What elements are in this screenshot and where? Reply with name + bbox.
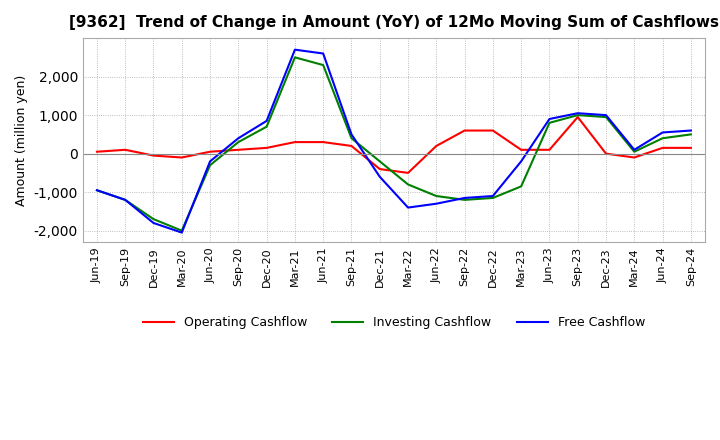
- Operating Cashflow: [93, 149, 102, 154]
- Free Cashflow: [460, 195, 469, 201]
- Free Cashflow: [234, 136, 243, 141]
- Free Cashflow: [658, 130, 667, 135]
- Operating Cashflow: [375, 166, 384, 172]
- Investing Cashflow: [687, 132, 696, 137]
- Investing Cashflow: [658, 136, 667, 141]
- Y-axis label: Amount (million yen): Amount (million yen): [15, 74, 28, 206]
- Operating Cashflow: [489, 128, 498, 133]
- Investing Cashflow: [630, 149, 639, 154]
- Investing Cashflow: [545, 120, 554, 125]
- Free Cashflow: [206, 159, 215, 164]
- Line: Operating Cashflow: Operating Cashflow: [97, 117, 691, 173]
- Investing Cashflow: [177, 228, 186, 233]
- Free Cashflow: [404, 205, 413, 210]
- Line: Investing Cashflow: Investing Cashflow: [97, 57, 691, 231]
- Free Cashflow: [177, 230, 186, 235]
- Free Cashflow: [517, 159, 526, 164]
- Title: [9362]  Trend of Change in Amount (YoY) of 12Mo Moving Sum of Cashflows: [9362] Trend of Change in Amount (YoY) o…: [69, 15, 719, 30]
- Operating Cashflow: [630, 155, 639, 160]
- Operating Cashflow: [687, 145, 696, 150]
- Investing Cashflow: [291, 55, 300, 60]
- Operating Cashflow: [658, 145, 667, 150]
- Investing Cashflow: [375, 159, 384, 164]
- Operating Cashflow: [234, 147, 243, 152]
- Operating Cashflow: [291, 139, 300, 145]
- Line: Free Cashflow: Free Cashflow: [97, 50, 691, 233]
- Investing Cashflow: [93, 187, 102, 193]
- Operating Cashflow: [460, 128, 469, 133]
- Operating Cashflow: [545, 147, 554, 152]
- Operating Cashflow: [573, 114, 582, 120]
- Operating Cashflow: [262, 145, 271, 150]
- Free Cashflow: [149, 220, 158, 226]
- Operating Cashflow: [602, 151, 611, 156]
- Investing Cashflow: [517, 184, 526, 189]
- Investing Cashflow: [347, 136, 356, 141]
- Operating Cashflow: [347, 143, 356, 149]
- Operating Cashflow: [177, 155, 186, 160]
- Operating Cashflow: [319, 139, 328, 145]
- Free Cashflow: [687, 128, 696, 133]
- Investing Cashflow: [262, 124, 271, 129]
- Operating Cashflow: [149, 153, 158, 158]
- Free Cashflow: [545, 116, 554, 121]
- Investing Cashflow: [432, 193, 441, 198]
- Operating Cashflow: [517, 147, 526, 152]
- Operating Cashflow: [404, 170, 413, 176]
- Investing Cashflow: [602, 114, 611, 120]
- Investing Cashflow: [573, 113, 582, 118]
- Free Cashflow: [93, 187, 102, 193]
- Investing Cashflow: [460, 197, 469, 202]
- Free Cashflow: [319, 51, 328, 56]
- Free Cashflow: [262, 118, 271, 124]
- Free Cashflow: [489, 193, 498, 198]
- Free Cashflow: [291, 47, 300, 52]
- Investing Cashflow: [149, 216, 158, 222]
- Investing Cashflow: [319, 62, 328, 68]
- Investing Cashflow: [404, 182, 413, 187]
- Legend: Operating Cashflow, Investing Cashflow, Free Cashflow: Operating Cashflow, Investing Cashflow, …: [138, 311, 650, 334]
- Operating Cashflow: [206, 149, 215, 154]
- Free Cashflow: [432, 201, 441, 206]
- Investing Cashflow: [234, 139, 243, 145]
- Investing Cashflow: [489, 195, 498, 201]
- Free Cashflow: [347, 132, 356, 137]
- Free Cashflow: [573, 110, 582, 116]
- Operating Cashflow: [121, 147, 130, 152]
- Investing Cashflow: [206, 162, 215, 168]
- Free Cashflow: [121, 197, 130, 202]
- Operating Cashflow: [432, 143, 441, 149]
- Free Cashflow: [375, 174, 384, 180]
- Free Cashflow: [630, 147, 639, 152]
- Free Cashflow: [602, 113, 611, 118]
- Investing Cashflow: [121, 197, 130, 202]
